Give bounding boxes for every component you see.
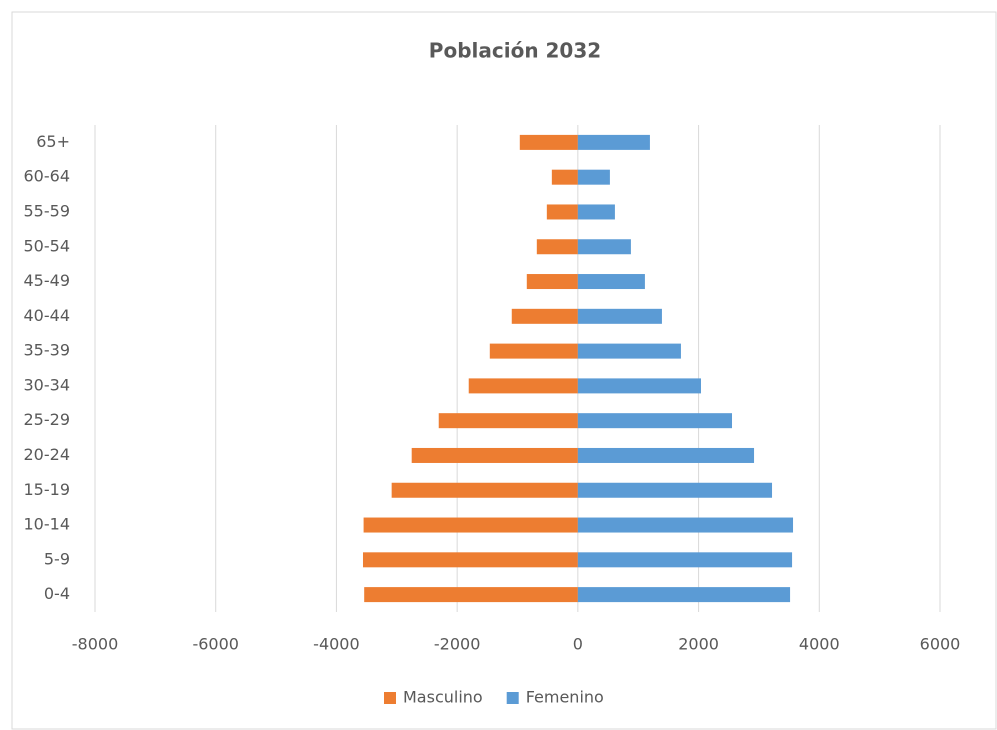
bar xyxy=(577,378,701,394)
bar xyxy=(577,239,631,255)
x-tick-label: 0 xyxy=(573,635,583,654)
x-tick-label: 4000 xyxy=(799,635,840,654)
x-tick-label: -8000 xyxy=(72,635,119,654)
bar xyxy=(363,517,578,533)
bar xyxy=(577,447,755,463)
y-tick-label: 65+ xyxy=(36,132,70,151)
bar xyxy=(362,552,578,568)
bar xyxy=(577,134,650,150)
y-tick-label: 45-49 xyxy=(24,271,71,290)
bar xyxy=(511,308,578,324)
bar xyxy=(577,413,733,429)
legend-label: Masculino xyxy=(403,688,483,707)
y-tick-label: 20-24 xyxy=(24,445,71,464)
bar xyxy=(577,517,794,533)
bar xyxy=(577,587,791,603)
x-tick-label: -2000 xyxy=(434,635,481,654)
bar xyxy=(577,169,610,185)
y-tick-label: 40-44 xyxy=(24,306,71,325)
y-tick-label: 55-59 xyxy=(24,201,71,220)
y-tick-label: 10-14 xyxy=(24,515,71,534)
y-tick-label: 50-54 xyxy=(24,236,71,255)
legend-label: Femenino xyxy=(526,688,604,707)
bar xyxy=(577,482,773,498)
bar xyxy=(391,482,578,498)
bar xyxy=(577,308,662,324)
bar xyxy=(411,447,578,463)
y-tick-label: 60-64 xyxy=(24,167,71,186)
x-tick-label: -6000 xyxy=(192,635,239,654)
y-tick-label: 35-39 xyxy=(24,341,71,360)
bar xyxy=(551,169,578,185)
x-tick-label: -4000 xyxy=(313,635,360,654)
bar xyxy=(526,274,578,290)
legend-swatch xyxy=(384,692,396,704)
bar xyxy=(364,587,578,603)
y-tick-label: 0-4 xyxy=(44,584,70,603)
y-tick-label: 15-19 xyxy=(24,480,71,499)
chart-title: Población 2032 xyxy=(429,39,601,63)
bar xyxy=(519,134,578,150)
bar xyxy=(577,274,645,290)
y-tick-label: 5-9 xyxy=(44,549,70,568)
bar xyxy=(577,343,681,359)
bar xyxy=(536,239,578,255)
bar xyxy=(546,204,578,220)
legend-swatch xyxy=(506,692,519,704)
chart-frame xyxy=(11,11,997,730)
x-tick-label: 2000 xyxy=(678,635,719,654)
y-tick-label: 25-29 xyxy=(24,410,71,429)
bar xyxy=(468,378,578,394)
x-tick-label: 6000 xyxy=(920,635,961,654)
y-tick-label: 30-34 xyxy=(24,375,71,394)
bar xyxy=(489,343,578,359)
bar xyxy=(577,552,793,568)
bar xyxy=(438,413,578,429)
bar xyxy=(577,204,615,220)
